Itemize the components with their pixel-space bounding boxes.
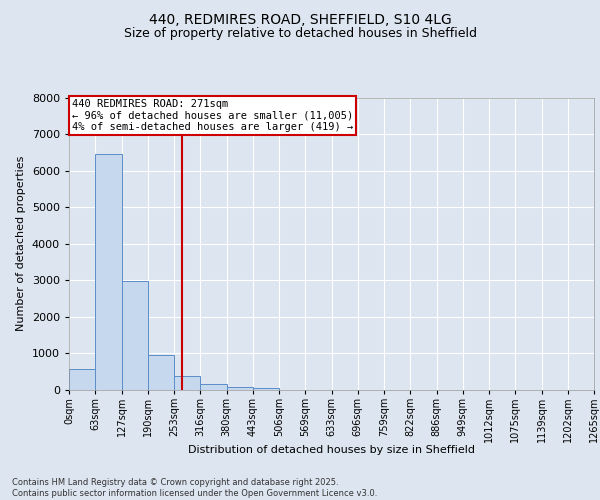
Bar: [95, 154, 121, 390]
Text: Contains HM Land Registry data © Crown copyright and database right 2025.
Contai: Contains HM Land Registry data © Crown c…: [12, 478, 377, 498]
Text: 440, REDMIRES ROAD, SHEFFIELD, S10 4LG: 440, REDMIRES ROAD, SHEFFIELD, S10 4LG: [149, 12, 451, 26]
Bar: [227, 387, 253, 390]
Bar: [253, 388, 279, 390]
Y-axis label: Number of detached properties: Number of detached properties: [16, 156, 26, 332]
Bar: [69, 369, 95, 390]
Bar: [200, 384, 227, 390]
Text: Size of property relative to detached houses in Sheffield: Size of property relative to detached ho…: [124, 28, 476, 40]
Bar: [121, 281, 148, 390]
Text: 440 REDMIRES ROAD: 271sqm
← 96% of detached houses are smaller (11,005)
4% of se: 440 REDMIRES ROAD: 271sqm ← 96% of detac…: [71, 99, 353, 132]
X-axis label: Distribution of detached houses by size in Sheffield: Distribution of detached houses by size …: [188, 445, 475, 455]
Bar: [174, 376, 200, 390]
Bar: [148, 354, 174, 390]
